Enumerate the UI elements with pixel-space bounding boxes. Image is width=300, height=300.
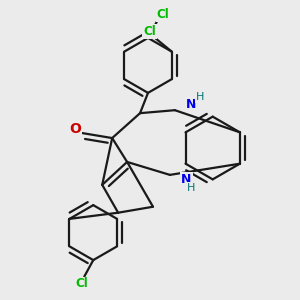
Text: N: N <box>181 173 191 186</box>
Text: O: O <box>69 122 81 136</box>
Text: H: H <box>187 183 195 193</box>
Text: N: N <box>186 98 196 111</box>
Text: Cl: Cl <box>75 278 88 290</box>
Text: H: H <box>196 92 205 102</box>
Text: Cl: Cl <box>143 25 156 38</box>
Text: Cl: Cl <box>157 8 169 21</box>
